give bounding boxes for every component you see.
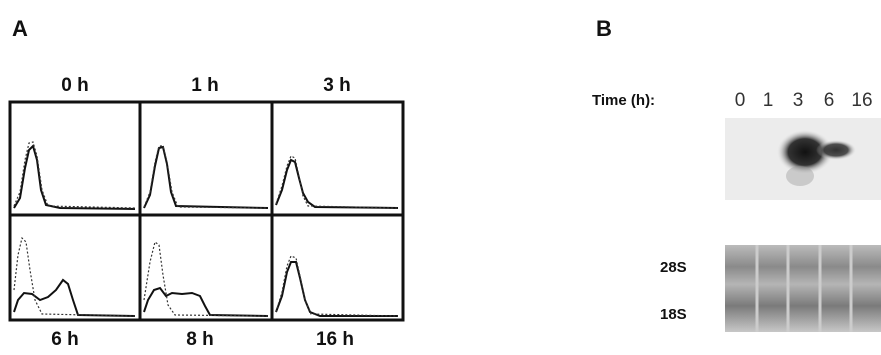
lane-label: 1 <box>763 90 774 111</box>
lane-label: 3 <box>793 90 804 111</box>
page: A 0 h 1 h 3 h 6 h 8 h 16 h B Time (h): 0… <box>0 0 881 355</box>
time-label: 0 h <box>61 75 88 96</box>
lane-label: 0 <box>735 90 746 111</box>
panel-label: A <box>12 16 28 41</box>
time-label: 6 h <box>51 329 78 350</box>
histogram-grid <box>10 102 403 320</box>
figure: A 0 h 1 h 3 h 6 h 8 h 16 h B Time (h): 0… <box>0 0 881 355</box>
gel-stain <box>725 245 881 332</box>
lane-label: 16 <box>851 90 872 111</box>
northern-blot <box>725 118 881 200</box>
time-label: 3 h <box>323 75 350 96</box>
rrna-label: 18S <box>660 306 687 323</box>
panel-label: B <box>596 16 612 41</box>
time-label: 1 h <box>191 75 218 96</box>
lane-label: 6 <box>824 90 835 111</box>
rrna-label: 28S <box>660 259 687 276</box>
time-axis-label: Time (h): <box>592 92 655 109</box>
time-label: 8 h <box>186 329 213 350</box>
time-label: 16 h <box>316 329 354 350</box>
